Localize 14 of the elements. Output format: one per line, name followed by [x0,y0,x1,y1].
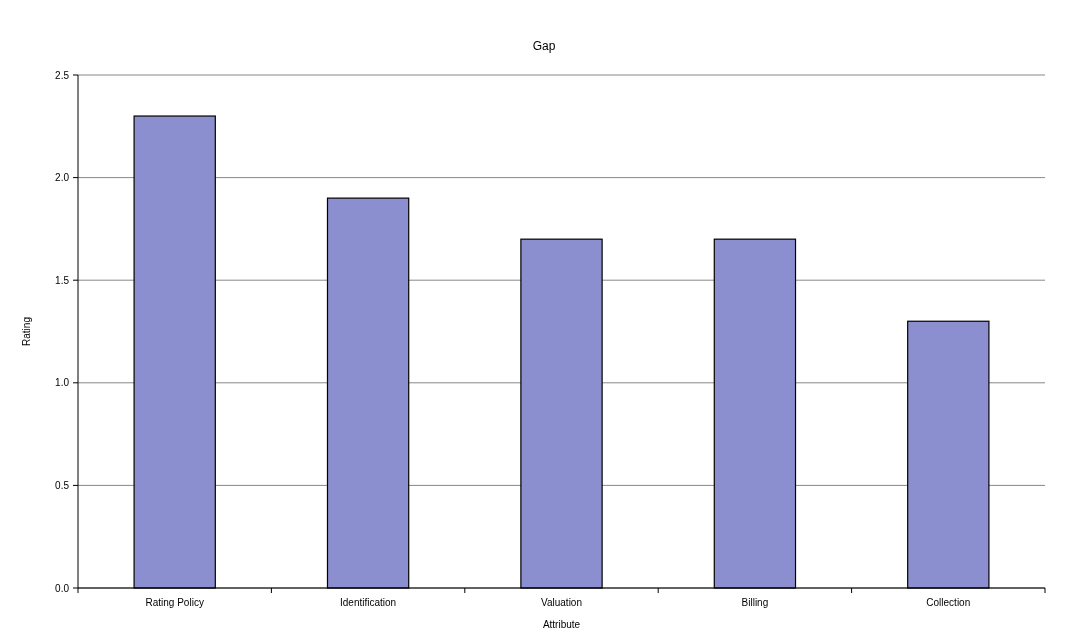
y-tick-label: 0.0 [55,582,70,594]
x-axis-title: Attribute [542,619,581,630]
y-tick-label: 2.0 [55,172,70,184]
y-tick-label: 2.5 [55,69,70,81]
x-tick-label: Valuation [541,597,582,608]
y-tick-label: 1.5 [55,274,70,286]
x-tick-label: Identification [340,597,397,608]
y-tick-label: 1.0 [55,377,70,389]
x-tick-label: Rating Policy [145,597,204,608]
chart-title: Gap [532,39,556,53]
x-tick-label: Collection [926,597,971,608]
y-tick-label: 0.5 [55,479,70,491]
y-axis-title: Rating [21,317,32,346]
x-tick-label: Billing [741,597,769,608]
